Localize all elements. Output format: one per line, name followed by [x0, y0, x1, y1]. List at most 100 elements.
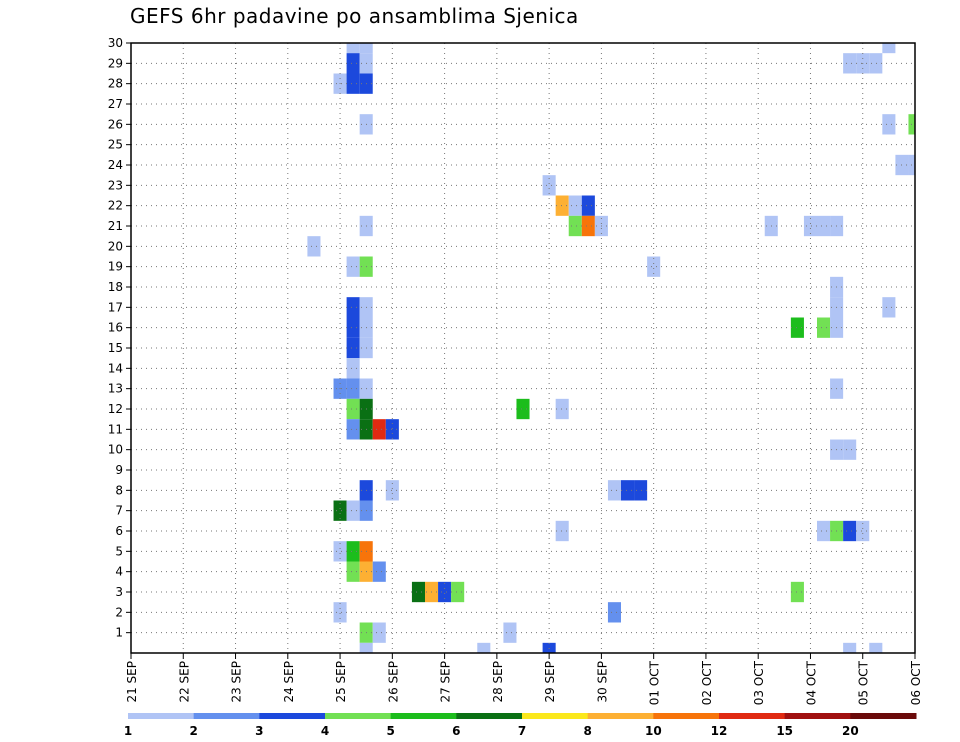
- heatmap-cell: [607, 480, 621, 501]
- heatmap-cell: [882, 297, 896, 318]
- heatmap-cell: [346, 337, 360, 359]
- y-tick-label: 21: [108, 219, 123, 233]
- legend-swatch: [522, 713, 589, 719]
- heatmap-cell: [856, 520, 870, 542]
- heatmap-cell: [882, 114, 896, 135]
- heatmap-cell: [372, 622, 386, 643]
- heatmap-cell: [359, 43, 373, 54]
- legend-swatch: [325, 713, 392, 719]
- heatmap-cell: [843, 520, 857, 542]
- heatmap-cell: [372, 419, 386, 440]
- legend-swatch: [193, 713, 260, 719]
- y-tick-label: 7: [115, 504, 123, 518]
- y-tick-label: 6: [115, 524, 123, 538]
- y-tick-label: 11: [108, 422, 123, 436]
- x-tick-label: 27 SEP: [439, 661, 453, 703]
- heatmap-cell: [346, 561, 360, 582]
- heatmap-cell: [346, 73, 360, 94]
- heatmap-cell: [477, 642, 491, 653]
- y-tick-label: 1: [115, 626, 123, 640]
- heatmap-cell: [359, 642, 373, 653]
- heatmap-cell: [333, 602, 347, 623]
- heatmap-cell: [346, 317, 360, 338]
- y-tick-label: 14: [108, 361, 123, 375]
- y-tick-label: 30: [108, 36, 123, 50]
- y-tick-label: 17: [108, 300, 123, 314]
- legend-swatch: [128, 713, 195, 719]
- heatmap-cell: [843, 53, 857, 74]
- heatmap-cell: [581, 215, 595, 237]
- legend-label: 8: [583, 724, 591, 738]
- heatmap-cell: [346, 419, 360, 440]
- heatmap-cell: [346, 53, 360, 74]
- color-legend: 1 2 3 4 5 6 7 8 10 12 15 20: [124, 713, 917, 738]
- y-tick-label: 2: [115, 605, 123, 619]
- heatmap-cell: [451, 581, 465, 603]
- heatmap-cell: [817, 215, 831, 237]
- y-tick-label: 12: [108, 402, 123, 416]
- plot-frame: [130, 42, 916, 654]
- y-tick-label: 3: [115, 585, 123, 599]
- x-tick-label: 06 OCT: [909, 660, 923, 705]
- heatmap-cell: [568, 215, 582, 237]
- heatmap-cell: [346, 358, 360, 379]
- x-tick-label: 22 SEP: [177, 661, 191, 703]
- x-tick-label: 26 SEP: [386, 661, 400, 703]
- x-tick-label: 23 SEP: [230, 661, 244, 703]
- x-tick-label: 04 OCT: [804, 660, 818, 705]
- heatmap-cell: [568, 195, 582, 216]
- legend-label: 15: [776, 724, 793, 738]
- y-tick-label: 19: [108, 260, 123, 274]
- heatmap-cell: [346, 297, 360, 318]
- x-tick-label: 03 OCT: [752, 660, 766, 705]
- y-tick-label: 9: [115, 463, 123, 477]
- grid-layer: [131, 42, 915, 653]
- heatmap-cell: [803, 215, 817, 237]
- legend-swatch: [850, 713, 917, 719]
- heatmap-cell: [817, 520, 831, 542]
- legend-label: 20: [842, 724, 859, 738]
- y-tick-label: 22: [108, 199, 123, 213]
- legend-label: 3: [255, 724, 263, 738]
- heatmap-cell: [869, 642, 883, 653]
- x-tick-label: 21 SEP: [125, 661, 139, 703]
- heatmap-cell: [346, 378, 360, 399]
- chart-title: GEFS 6hr padavine po ansamblima Sjenica: [130, 4, 579, 28]
- heatmap-cell: [438, 581, 452, 603]
- heatmap-cell: [869, 53, 883, 74]
- legend-swatch: [259, 713, 326, 719]
- heatmap-cell: [346, 500, 360, 521]
- x-tick-label: 29 SEP: [543, 661, 557, 703]
- heatmap-cell: [333, 500, 347, 521]
- legend-label: 12: [711, 724, 728, 738]
- y-tick-label: 8: [115, 483, 123, 497]
- legend-label: 2: [189, 724, 197, 738]
- heatmap-cell: [516, 398, 530, 420]
- y-tick-label: 23: [108, 178, 123, 192]
- x-tick-label: 01 OCT: [648, 660, 662, 705]
- legend-swatch: [719, 713, 786, 719]
- x-axis: 21 SEP 22 SEP 23 SEP 24 SEP 25 SEP 26 SEP 27 S…: [125, 653, 923, 705]
- x-tick-label: 30 SEP: [595, 661, 609, 703]
- legend-swatch: [390, 713, 457, 719]
- legend-swatch: [456, 713, 523, 719]
- heatmap-cell: [372, 561, 386, 582]
- heatmap-cell: [621, 480, 635, 501]
- x-tick-label: 28 SEP: [491, 661, 505, 703]
- y-tick-label: 28: [108, 77, 123, 91]
- heatmap-cell: [790, 581, 804, 603]
- heatmap-cell: [581, 195, 595, 216]
- heatmap-cell: [843, 642, 857, 653]
- y-tick-label: 18: [108, 280, 123, 294]
- heatmap-cell: [817, 317, 831, 338]
- heatmap-cell: [882, 43, 896, 54]
- heatmap-cell: [555, 195, 569, 216]
- heatmap-cell: [503, 622, 517, 643]
- heatmap-cell: [555, 520, 569, 542]
- legend-swatch: [653, 713, 720, 719]
- heatmap-cell: [542, 175, 556, 196]
- heatmap-cell: [555, 398, 569, 420]
- heatmap-cell: [385, 419, 399, 440]
- heatmap-cell: [385, 480, 399, 501]
